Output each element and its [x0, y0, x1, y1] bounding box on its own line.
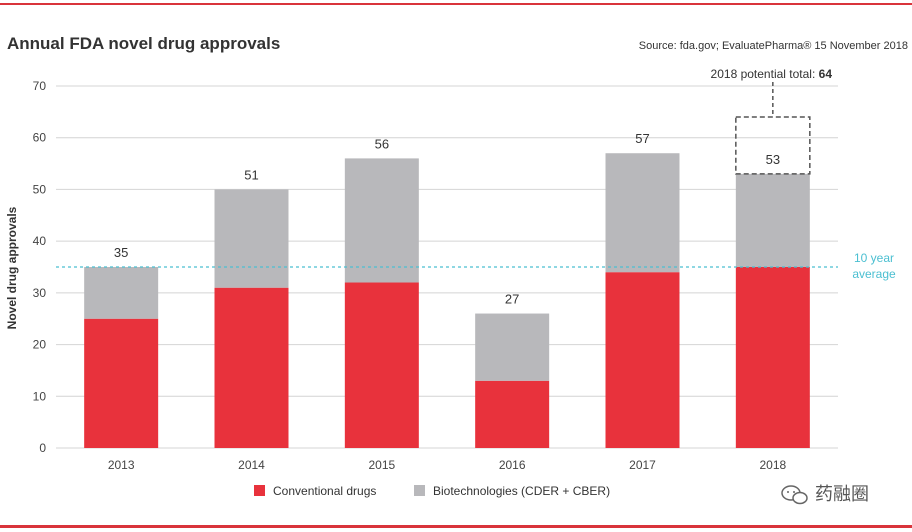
projection-box: [735, 116, 811, 175]
total-label: 35: [114, 245, 128, 260]
legend-swatch: [414, 485, 425, 496]
total-label: 27: [505, 292, 519, 307]
y-tick-label: 50: [33, 182, 47, 196]
y-axis-label: Novel drug approvals: [5, 206, 19, 329]
bar-biotech: [605, 153, 680, 273]
total-label: 51: [244, 167, 258, 182]
x-tick-label: 2016: [499, 458, 526, 472]
bars: [84, 153, 810, 448]
y-tick-label: 0: [39, 441, 46, 455]
y-tick-label: 20: [33, 338, 47, 352]
bottom-rule: [0, 525, 912, 528]
legend-swatch: [254, 485, 265, 496]
total-label: 57: [635, 131, 649, 146]
x-tick-label: 2015: [368, 458, 395, 472]
total-label: 56: [375, 136, 389, 151]
bar-biotech: [735, 173, 810, 267]
bar-conventional: [214, 287, 289, 448]
y-tick-label: 70: [33, 79, 47, 93]
reference-line-group: 10 year average: [56, 251, 896, 281]
watermark-text: 药融圈: [815, 484, 870, 504]
total-label: 53: [766, 152, 780, 167]
reference-label-line2: average: [852, 267, 896, 281]
projection-group: 2018 potential total: 64: [711, 67, 833, 175]
bar-conventional: [605, 272, 680, 448]
bar-conventional: [84, 318, 159, 448]
bar-conventional: [475, 380, 550, 448]
legend-label: Biotechnologies (CDER + CBER): [433, 484, 610, 498]
top-rule: [0, 3, 912, 5]
grid-lines: [56, 85, 838, 449]
bar-conventional: [344, 282, 419, 448]
x-tick-label: 2013: [108, 458, 135, 472]
bar-biotech: [344, 158, 419, 283]
y-tick-label: 30: [33, 286, 47, 300]
x-tick-label: 2017: [629, 458, 656, 472]
source-note: Source: fda.gov; EvaluatePharma® 15 Nove…: [638, 40, 908, 52]
bar-biotech: [475, 313, 550, 381]
y-tick-label: 40: [33, 234, 47, 248]
x-tick-label: 2018: [759, 458, 786, 472]
chart-title: Annual FDA novel drug approvals: [7, 34, 281, 53]
reference-label-line1: 10 year: [854, 251, 894, 265]
legend-label: Conventional drugs: [273, 484, 376, 498]
bar-conventional: [735, 267, 810, 448]
y-tick-labels: 0 10 20 30 40 50 60 70: [33, 79, 47, 455]
wechat-icon: [780, 484, 815, 505]
bar-biotech: [214, 189, 289, 288]
watermark: 药融圈: [780, 480, 869, 506]
y-tick-label: 10: [33, 389, 47, 403]
projection-label: 2018 potential total: 64: [711, 67, 833, 81]
legend: Conventional drugs Biotechnologies (CDER …: [254, 484, 610, 498]
total-labels: 35 51 56 27 57 53: [114, 131, 780, 306]
x-tick-labels: 2013 2014 2015 2016 2017 2018: [108, 458, 787, 472]
y-tick-label: 60: [33, 131, 47, 145]
bar-biotech: [84, 267, 159, 319]
x-tick-label: 2014: [238, 458, 265, 472]
